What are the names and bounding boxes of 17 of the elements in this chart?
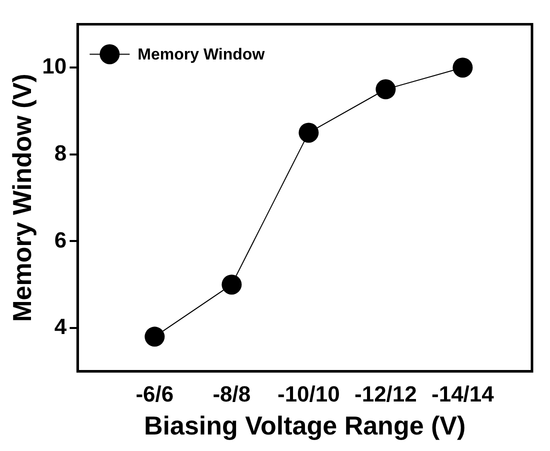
y-tick-label: 10 xyxy=(42,54,67,79)
y-axis-title: Memory Window (V) xyxy=(6,74,37,322)
x-axis-title: Biasing Voltage Range (V) xyxy=(144,410,466,441)
x-tick-label: -14/14 xyxy=(432,382,495,407)
y-tick-label: 6 xyxy=(54,227,67,252)
x-tick-label: -12/12 xyxy=(354,382,417,407)
point xyxy=(222,274,242,295)
y-tick-label: 4 xyxy=(54,314,68,340)
x-tick-label: -10/10 xyxy=(277,382,340,407)
x-tick-label: -6/6 xyxy=(136,382,174,407)
point xyxy=(144,326,165,347)
y-tick-label: 8 xyxy=(54,140,67,166)
point xyxy=(452,58,473,78)
x-tick-label: -8/8 xyxy=(212,382,251,407)
point xyxy=(298,122,319,143)
point xyxy=(376,79,396,100)
legend-label: Memory Window xyxy=(138,46,266,64)
